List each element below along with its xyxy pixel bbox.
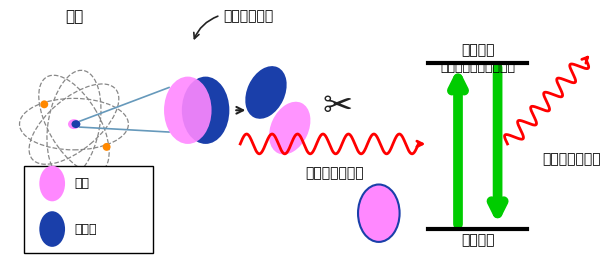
FancyBboxPatch shape bbox=[24, 166, 153, 253]
Text: 原子: 原子 bbox=[65, 9, 83, 24]
Ellipse shape bbox=[182, 77, 229, 144]
Text: 励起状態: 励起状態 bbox=[461, 43, 495, 57]
Ellipse shape bbox=[71, 120, 81, 128]
Ellipse shape bbox=[358, 184, 400, 242]
Text: ガンマ線の吸収: ガンマ線の吸収 bbox=[305, 167, 364, 181]
Text: 陽子: 陽子 bbox=[74, 177, 89, 190]
Ellipse shape bbox=[164, 77, 212, 144]
Text: ガンマ線の放出: ガンマ線の放出 bbox=[542, 152, 601, 166]
Ellipse shape bbox=[39, 211, 65, 247]
Text: 基底状態: 基底状態 bbox=[461, 233, 495, 247]
Text: （シザース・モード）: （シザース・モード） bbox=[440, 61, 515, 74]
Ellipse shape bbox=[245, 66, 287, 119]
Text: ✂: ✂ bbox=[322, 90, 353, 124]
Ellipse shape bbox=[40, 100, 48, 108]
Text: 中性子: 中性子 bbox=[74, 222, 96, 236]
Ellipse shape bbox=[102, 143, 110, 151]
Ellipse shape bbox=[269, 102, 310, 154]
Ellipse shape bbox=[68, 119, 80, 129]
Text: 原子核の振動: 原子核の振動 bbox=[223, 9, 273, 23]
Ellipse shape bbox=[39, 166, 65, 201]
